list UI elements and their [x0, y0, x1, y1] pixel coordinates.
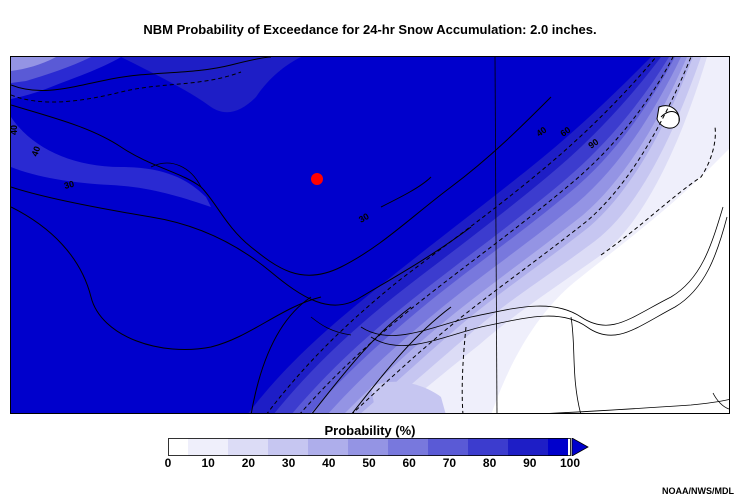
- location-marker[interactable]: [311, 173, 323, 185]
- colorbar-tick-label: 60: [402, 456, 416, 470]
- contour-label: 30: [357, 211, 371, 225]
- colorbar-tick-label: 30: [281, 456, 296, 470]
- boundary-lines: [150, 57, 729, 413]
- colorbar-cell: [508, 438, 528, 456]
- colorbar: [168, 438, 589, 456]
- colorbar-cell: [328, 438, 348, 456]
- colorbar-cell: [448, 438, 468, 456]
- colorbar-cell: [168, 438, 188, 456]
- colorbar-cell: [348, 438, 368, 456]
- colorbar-cell: [268, 438, 288, 456]
- colorbar-cell: [488, 438, 508, 456]
- dashed-contours: [11, 57, 716, 413]
- colorbar-cell: [388, 438, 408, 456]
- contour-label: 90: [586, 137, 600, 151]
- ridge-band-3: [11, 57, 56, 71]
- colorbar-tick-label: 50: [362, 456, 376, 470]
- colorbar-cell: [228, 438, 248, 456]
- colorbar-cell: [188, 438, 208, 456]
- colorbar-tick-label: 90: [523, 456, 537, 470]
- colorbar-tick-label: 40: [322, 456, 336, 470]
- ridge-band-4: [121, 57, 301, 113]
- colorbar-tick-label: 0: [164, 456, 172, 470]
- lower-patch: [371, 381, 446, 413]
- colorbar-tick-label: 80: [482, 456, 497, 470]
- colorbar-border: [168, 438, 571, 456]
- legend-title: Probability (%): [324, 423, 416, 438]
- colorbar-tick-label: 100: [559, 456, 581, 470]
- colorbar-tick-label: 20: [241, 456, 256, 470]
- colorbar-cell: [248, 438, 268, 456]
- colorbar-cell: [408, 438, 428, 456]
- colorbar-tick-label: 10: [201, 456, 215, 470]
- contour-label: 30: [63, 179, 75, 191]
- colorbar-cell: [428, 438, 448, 456]
- colorbar-tick-label: 70: [442, 456, 457, 470]
- colorbar-overflow-arrow: [571, 438, 589, 456]
- colorbar-cell: [528, 438, 548, 456]
- colorbar-cell: [468, 438, 488, 456]
- contour-label: 40: [29, 145, 42, 158]
- colorbar-cell: [208, 438, 228, 456]
- solid-contours: [11, 57, 680, 413]
- colorbar-cell: [308, 438, 328, 456]
- credit-text: NOAA/NWS/MDL: [662, 486, 734, 496]
- colorbar-cell: [368, 438, 388, 456]
- contour-label: 60: [558, 125, 572, 139]
- zero-probability-region: [491, 149, 729, 413]
- contour-label: 40: [534, 125, 548, 139]
- probability-map[interactable]: 40 40 30 60 40 90 30: [10, 56, 730, 414]
- valley-band: [11, 117, 211, 207]
- colorbar-cell: [548, 438, 568, 456]
- colorbar-cell: [288, 438, 308, 456]
- contour-label: 40: [11, 125, 19, 135]
- map-title: NBM Probability of Exceedance for 24-hr …: [143, 22, 597, 37]
